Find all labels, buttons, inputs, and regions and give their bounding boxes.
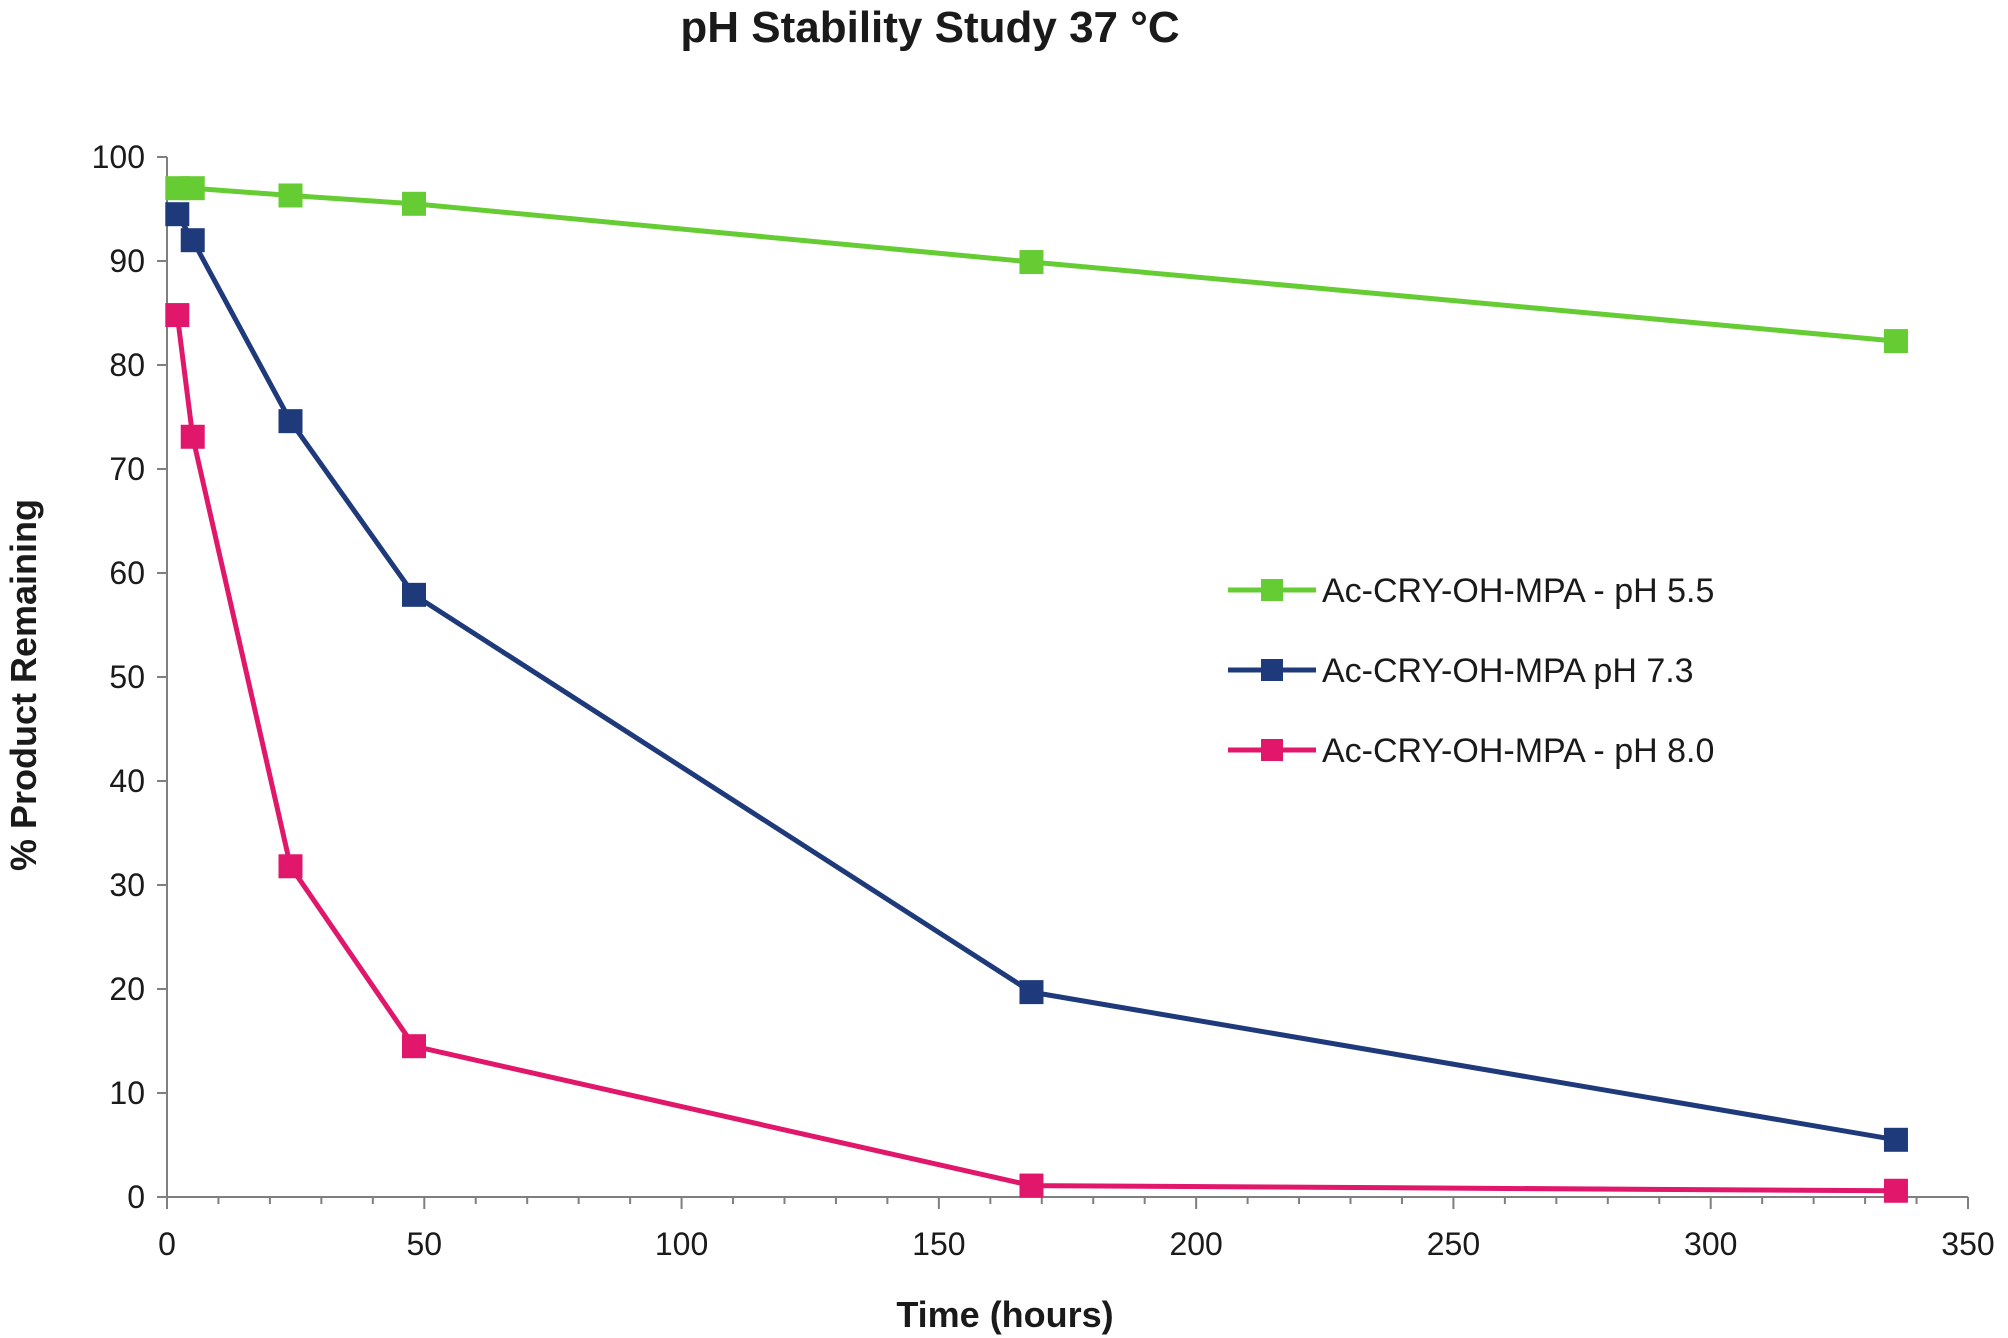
x-tick-label: 250 (1427, 1226, 1480, 1262)
data-point (1019, 250, 1044, 275)
x-tick-label: 0 (158, 1226, 176, 1262)
data-point (180, 424, 205, 449)
y-tick-label: 20 (109, 971, 145, 1007)
y-tick-label: 90 (109, 243, 145, 279)
data-point (278, 183, 303, 208)
data-point (401, 1034, 426, 1059)
data-point (1019, 980, 1044, 1005)
chart-title: pH Stability Study 37 °C (680, 3, 1179, 52)
x-tick-label: 150 (912, 1226, 965, 1262)
legend-label: Ac-CRY-OH-MPA - pH 8.0 (1322, 732, 1714, 770)
legend-marker (1261, 739, 1283, 761)
data-point (278, 409, 303, 434)
data-point (1883, 1178, 1908, 1203)
y-tick-label: 60 (109, 555, 145, 591)
x-tick-label: 350 (1941, 1226, 1994, 1262)
x-tick-label: 300 (1684, 1226, 1737, 1262)
y-tick-label: 80 (109, 347, 145, 383)
x-axis-label: Time (hours) (896, 1294, 1113, 1335)
x-tick-label: 200 (1169, 1226, 1222, 1262)
y-tick-label: 100 (92, 139, 145, 175)
legend-label: Ac-CRY-OH-MPA pH 7.3 (1322, 652, 1694, 690)
data-point (1883, 329, 1908, 354)
y-tick-label: 10 (109, 1075, 145, 1111)
plot-area: 0 10 20 30 40 50 60 70 80 90 100 0 50 100 150 200 250 300… (92, 139, 1995, 1262)
y-tick-label: 0 (127, 1179, 145, 1215)
y-tick-label: 50 (109, 659, 145, 695)
legend-marker (1261, 659, 1283, 681)
data-point (180, 228, 205, 253)
data-point (1883, 1127, 1908, 1152)
x-tick-label: 50 (406, 1226, 442, 1262)
y-axis-label: % Product Remaining (3, 499, 44, 871)
x-tick-label: 100 (655, 1226, 708, 1262)
y-tick-label: 40 (109, 763, 145, 799)
data-point (180, 176, 205, 201)
legend-marker (1261, 579, 1283, 601)
legend-label: Ac-CRY-OH-MPA - pH 5.5 (1322, 572, 1714, 610)
legend: Ac-CRY-OH-MPA - pH 5.5 Ac-CRY-OH-MPA pH 7… (1228, 572, 1714, 770)
data-point (165, 303, 190, 328)
y-tick-label: 70 (109, 451, 145, 487)
y-tick-label: 30 (109, 867, 145, 903)
series-line-3 (174, 314, 1897, 1194)
data-point (1019, 1173, 1044, 1198)
data-point (165, 202, 190, 227)
data-point (401, 582, 426, 607)
data-point (278, 854, 303, 879)
data-point (401, 191, 426, 216)
